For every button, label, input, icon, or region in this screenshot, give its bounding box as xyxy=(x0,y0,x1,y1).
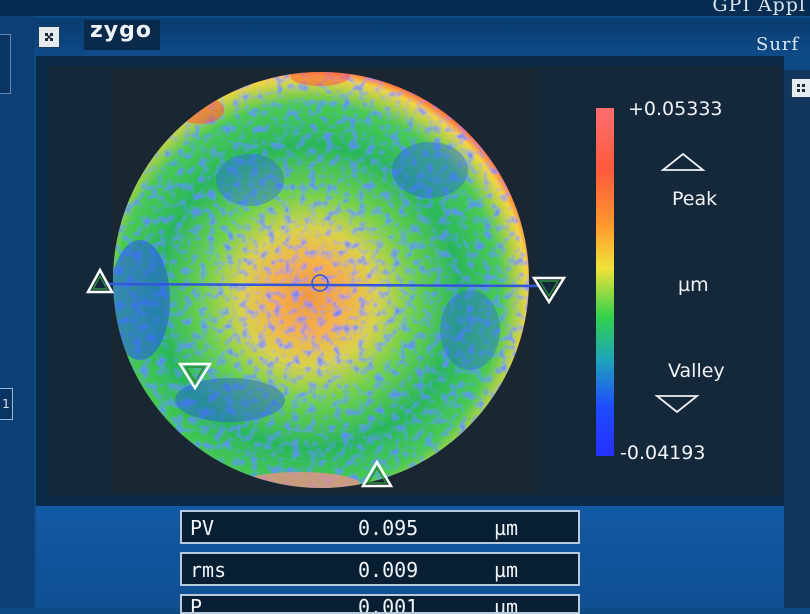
scale-top-value: +0.05333 xyxy=(628,98,723,120)
scale-unit-label: µm xyxy=(678,274,709,296)
stat-value: 0.009 xyxy=(358,558,419,582)
triangle-bottom-marker[interactable] xyxy=(360,459,394,488)
stat-name: rms xyxy=(190,558,227,582)
stat-row-rms: rms 0.009 µm xyxy=(180,552,580,586)
stat-unit: µm xyxy=(494,516,519,540)
stat-unit: µm xyxy=(494,595,519,614)
stat-row-third: P 0.001 µm xyxy=(180,594,580,614)
right-window-edge xyxy=(784,70,810,608)
valley-label: Valley xyxy=(668,360,725,382)
close-box-icon[interactable] xyxy=(38,26,60,48)
stat-name: PV xyxy=(190,516,215,540)
logo-box xyxy=(84,20,160,50)
triangle-lower-left-marker[interactable] xyxy=(177,362,213,391)
surface-fringe-rings xyxy=(113,72,501,488)
zygo-logo: zygo xyxy=(90,18,153,43)
valley-triangle-icon xyxy=(654,395,700,414)
triangle-right-marker[interactable] xyxy=(531,276,567,305)
application-title: GPI Appl xyxy=(712,0,806,16)
left-window-edge xyxy=(0,16,34,608)
left-side-tab-numbered[interactable]: 1 xyxy=(0,388,13,420)
window-title-bar[interactable] xyxy=(34,18,810,54)
color-scale-bar xyxy=(596,108,614,456)
surface-height-map xyxy=(113,72,529,488)
stat-value: 0.001 xyxy=(358,595,419,614)
application-title-strip xyxy=(0,0,810,16)
stat-value: 0.095 xyxy=(358,516,419,540)
center-marker xyxy=(311,274,329,292)
scale-bottom-value: -0.04193 xyxy=(620,442,706,464)
surface-window-label: Surf xyxy=(756,34,800,55)
stat-row-pv: PV 0.095 µm xyxy=(180,510,580,544)
triangle-left-marker[interactable] xyxy=(85,267,115,294)
stat-unit: µm xyxy=(494,558,519,582)
peak-triangle-icon xyxy=(660,152,706,171)
stat-name: P xyxy=(190,595,203,614)
right-close-box-icon[interactable] xyxy=(791,78,810,98)
peak-label: Peak xyxy=(672,188,718,210)
profile-line[interactable] xyxy=(103,282,541,288)
left-side-tab[interactable] xyxy=(0,34,11,94)
